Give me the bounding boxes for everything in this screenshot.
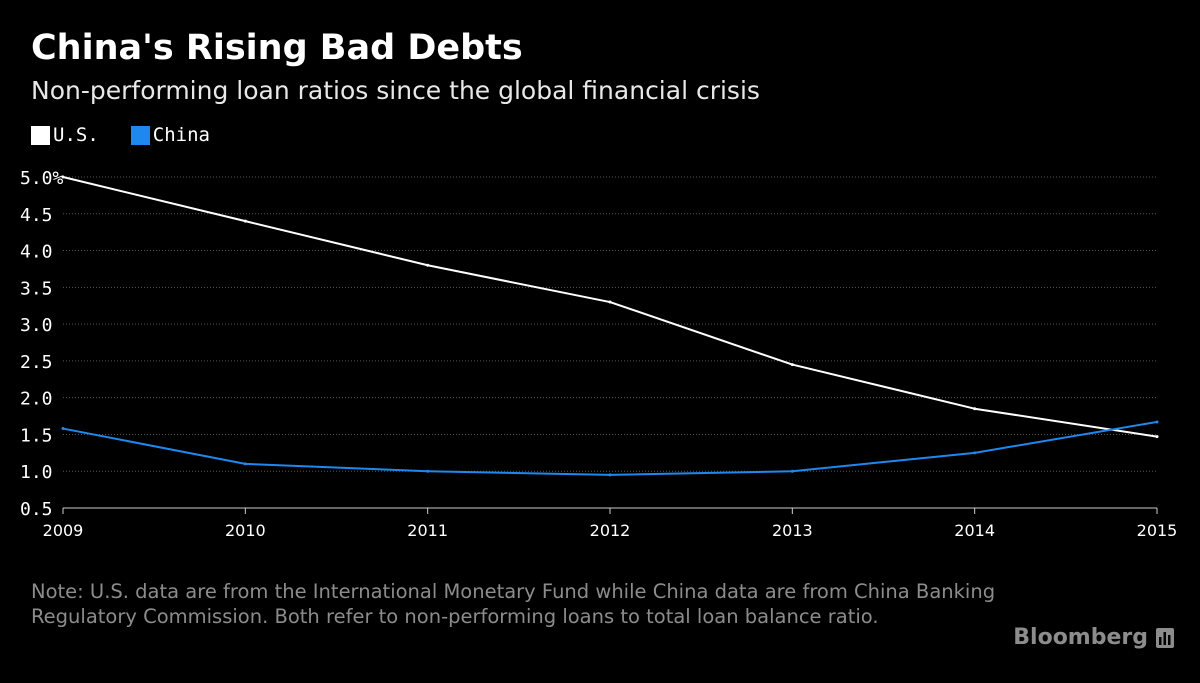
legend-swatch-us — [31, 125, 50, 145]
y-tick-label: 1.0 — [20, 462, 53, 483]
series-layer — [61, 175, 1159, 477]
y-tick-label: 2.5 — [20, 352, 53, 373]
data-point-us — [61, 175, 65, 179]
data-point-china — [608, 473, 612, 477]
data-point-us — [608, 300, 612, 304]
data-point-china — [426, 469, 430, 473]
y-tick-label: 5.0% — [20, 168, 64, 189]
chart-subtitle: Non-performing loan ratios since the glo… — [31, 76, 760, 105]
y-tick-label: 0.5 — [20, 499, 53, 520]
x-tick-label: 2012 — [590, 521, 631, 540]
legend-item-us: U.S. — [31, 124, 99, 146]
legend-label-china: China — [152, 124, 210, 146]
data-point-us — [1155, 435, 1159, 439]
legend-item-china: China — [130, 124, 210, 146]
data-point-china — [973, 451, 977, 455]
y-tick-label: 3.0 — [20, 315, 53, 336]
legend-label-us: U.S. — [53, 124, 99, 146]
data-point-us — [426, 263, 430, 267]
series-line-china — [62, 420, 1158, 476]
brand-text: Bloomberg — [1013, 625, 1148, 650]
x-tick-label: 2011 — [407, 521, 448, 540]
grid-layer — [63, 176, 1157, 509]
x-tick-label: 2015 — [1137, 521, 1178, 540]
x-tick-label: 2009 — [43, 521, 84, 540]
x-tick-label: 2013 — [772, 521, 813, 540]
y-tick-label: 1.5 — [20, 425, 53, 446]
x-tick-label: 2014 — [954, 521, 995, 540]
source-note: Note: U.S. data are from the Internation… — [31, 580, 996, 628]
x-axis: 2009 2010 2011 2012 2013 2014 2015 — [43, 508, 1178, 540]
data-point-china — [790, 469, 794, 473]
data-point-china — [1155, 420, 1159, 424]
bloomberg-chart-icon — [1156, 627, 1174, 648]
x-tick-label: 2010 — [225, 521, 266, 540]
legend-swatch-china — [130, 125, 150, 145]
data-point-us — [973, 407, 977, 411]
data-point-us — [243, 219, 247, 223]
y-tick-label: 4.5 — [20, 205, 53, 226]
y-tick-label: 2.0 — [20, 389, 53, 410]
chart-title: China's Rising Bad Debts — [31, 28, 523, 68]
y-tick-label: 4.0 — [20, 242, 53, 263]
data-point-us — [790, 363, 794, 367]
y-axis: 5.0% 4.5 4.0 3.5 3.0 2.5 2.0 1.5 1.0 0.5 — [20, 168, 64, 520]
bloomberg-logo: Bloomberg — [1013, 625, 1174, 650]
y-tick-label: 3.5 — [20, 278, 53, 299]
data-point-china — [61, 427, 65, 431]
data-point-china — [243, 462, 247, 466]
legend: U.S. China — [31, 124, 210, 146]
